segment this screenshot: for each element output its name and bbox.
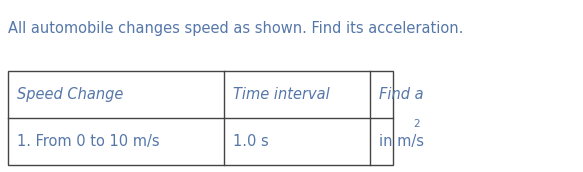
Text: Find a: Find a — [379, 87, 424, 102]
Text: 1.0 s: 1.0 s — [233, 134, 269, 149]
Text: Time interval: Time interval — [233, 87, 330, 102]
Text: 1. From 0 to 10 m/s: 1. From 0 to 10 m/s — [17, 134, 160, 149]
Text: in m/s: in m/s — [379, 134, 424, 149]
Bar — [8, 71, 393, 165]
Text: Speed Change: Speed Change — [17, 87, 123, 102]
Text: 2: 2 — [413, 119, 419, 129]
Text: All automobile changes speed as shown. Find its acceleration.: All automobile changes speed as shown. F… — [8, 21, 463, 36]
